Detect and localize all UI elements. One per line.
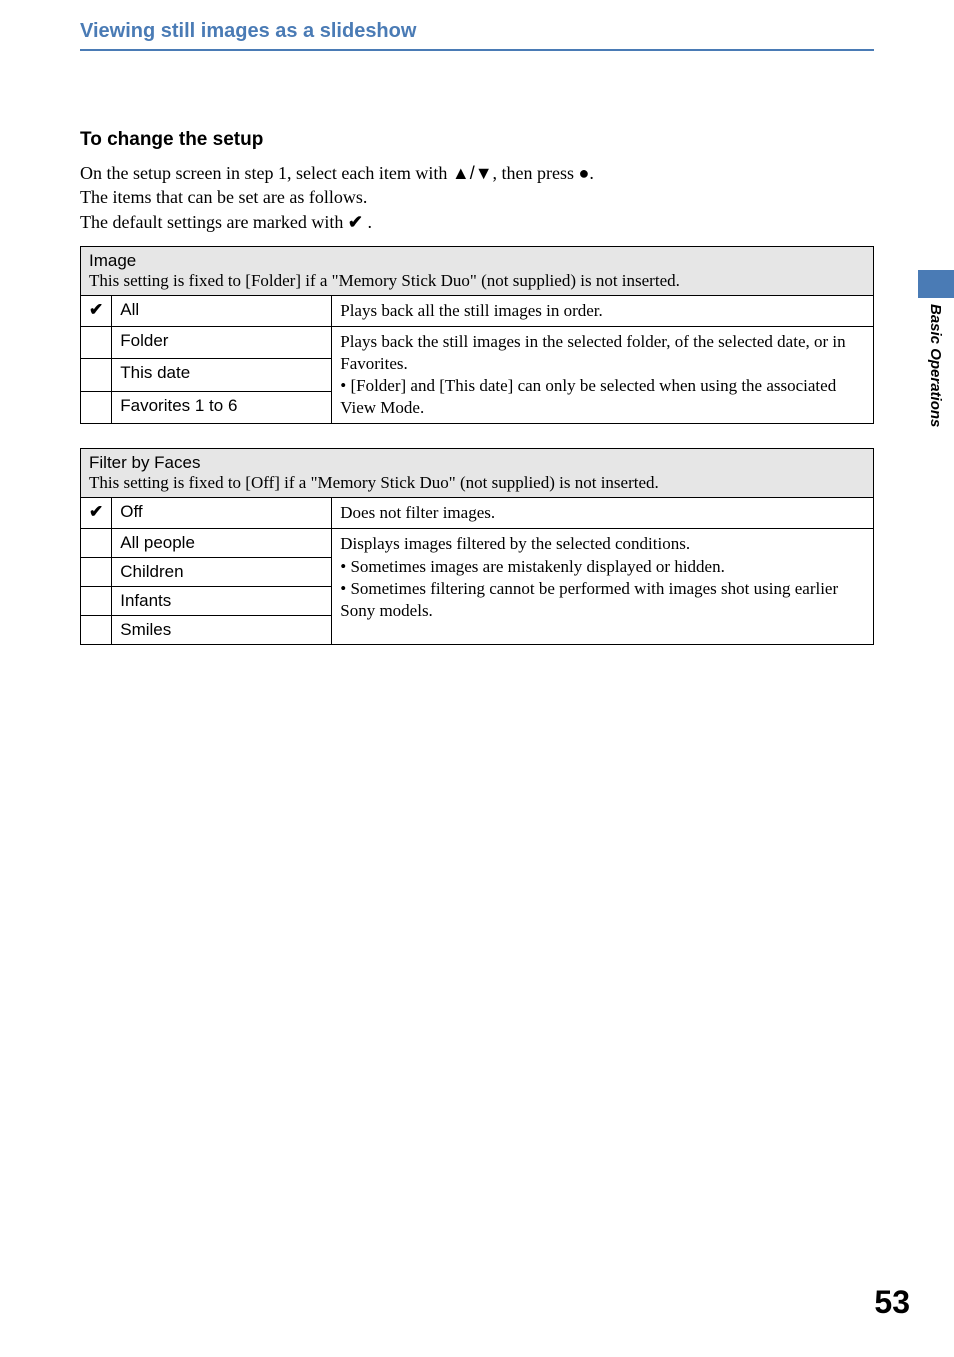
setup-line2: The items that can be set are as follows… — [80, 187, 367, 207]
merged-bullet: • [Folder] and [This date] can only be s… — [340, 376, 836, 417]
table-row: All people Displays images filtered by t… — [81, 529, 874, 558]
merged-bullet1: • Sometimes images are mistakenly displa… — [340, 557, 725, 576]
side-tab-label: Basic Operations — [918, 298, 954, 427]
option-label: Infants — [112, 587, 332, 616]
table-header-row: Image This setting is fixed to [Folder] … — [81, 246, 874, 295]
table-row: Folder Plays back the still images in th… — [81, 326, 874, 358]
option-label: All — [112, 295, 332, 326]
merged-bullet2: • Sometimes filtering cannot be performe… — [340, 579, 838, 620]
option-desc-merged: Displays images filtered by the selected… — [332, 529, 874, 645]
option-desc-merged: Plays back the still images in the selec… — [332, 326, 874, 423]
setup-heading: To change the setup — [80, 129, 874, 151]
setup-line1a: On the setup screen in step 1, select ea… — [80, 163, 452, 183]
option-label: Off — [112, 498, 332, 529]
option-desc: Does not filter images. — [332, 498, 874, 529]
table-row: ✔ All Plays back all the still images in… — [81, 295, 874, 326]
image-settings-table: Image This setting is fixed to [Folder] … — [80, 246, 874, 424]
table1-header-desc: This setting is fixed to [Folder] if a "… — [89, 271, 865, 291]
table1-header-title: Image — [89, 251, 865, 271]
check-icon: ✔ — [348, 212, 363, 232]
option-label: Favorites 1 to 6 — [112, 391, 332, 423]
merged-line1: Plays back the still images in the selec… — [340, 332, 845, 373]
table-header-row: Filter by Faces This setting is fixed to… — [81, 449, 874, 498]
option-label: Folder — [112, 326, 332, 358]
option-label: All people — [112, 529, 332, 558]
side-tab-marker — [918, 270, 954, 298]
setup-line3a: The default settings are marked with — [80, 212, 348, 232]
setup-line3b: . — [368, 212, 373, 232]
up-down-icon: ▲/▼ — [452, 163, 493, 183]
check-icon: ✔ — [89, 502, 103, 521]
page-number: 53 — [874, 1284, 910, 1321]
setup-body: On the setup screen in step 1, select ea… — [80, 161, 874, 234]
table2-header-desc: This setting is fixed to [Off] if a "Mem… — [89, 473, 865, 493]
option-label: This date — [112, 359, 332, 391]
merged-line1: Displays images filtered by the selected… — [340, 534, 690, 553]
side-tab: Basic Operations — [918, 270, 954, 430]
setup-line1c: . — [589, 163, 594, 183]
title-underline — [80, 49, 874, 51]
check-icon: ✔ — [89, 300, 103, 319]
setup-line1b: , then press — [493, 163, 579, 183]
table-row: ✔ Off Does not filter images. — [81, 498, 874, 529]
option-label: Children — [112, 558, 332, 587]
option-desc: Plays back all the still images in order… — [332, 295, 874, 326]
dot-icon: ● — [579, 163, 590, 183]
option-label: Smiles — [112, 616, 332, 645]
section-title: Viewing still images as a slideshow — [80, 20, 874, 43]
filter-faces-table: Filter by Faces This setting is fixed to… — [80, 448, 874, 645]
table2-header-title: Filter by Faces — [89, 453, 865, 473]
